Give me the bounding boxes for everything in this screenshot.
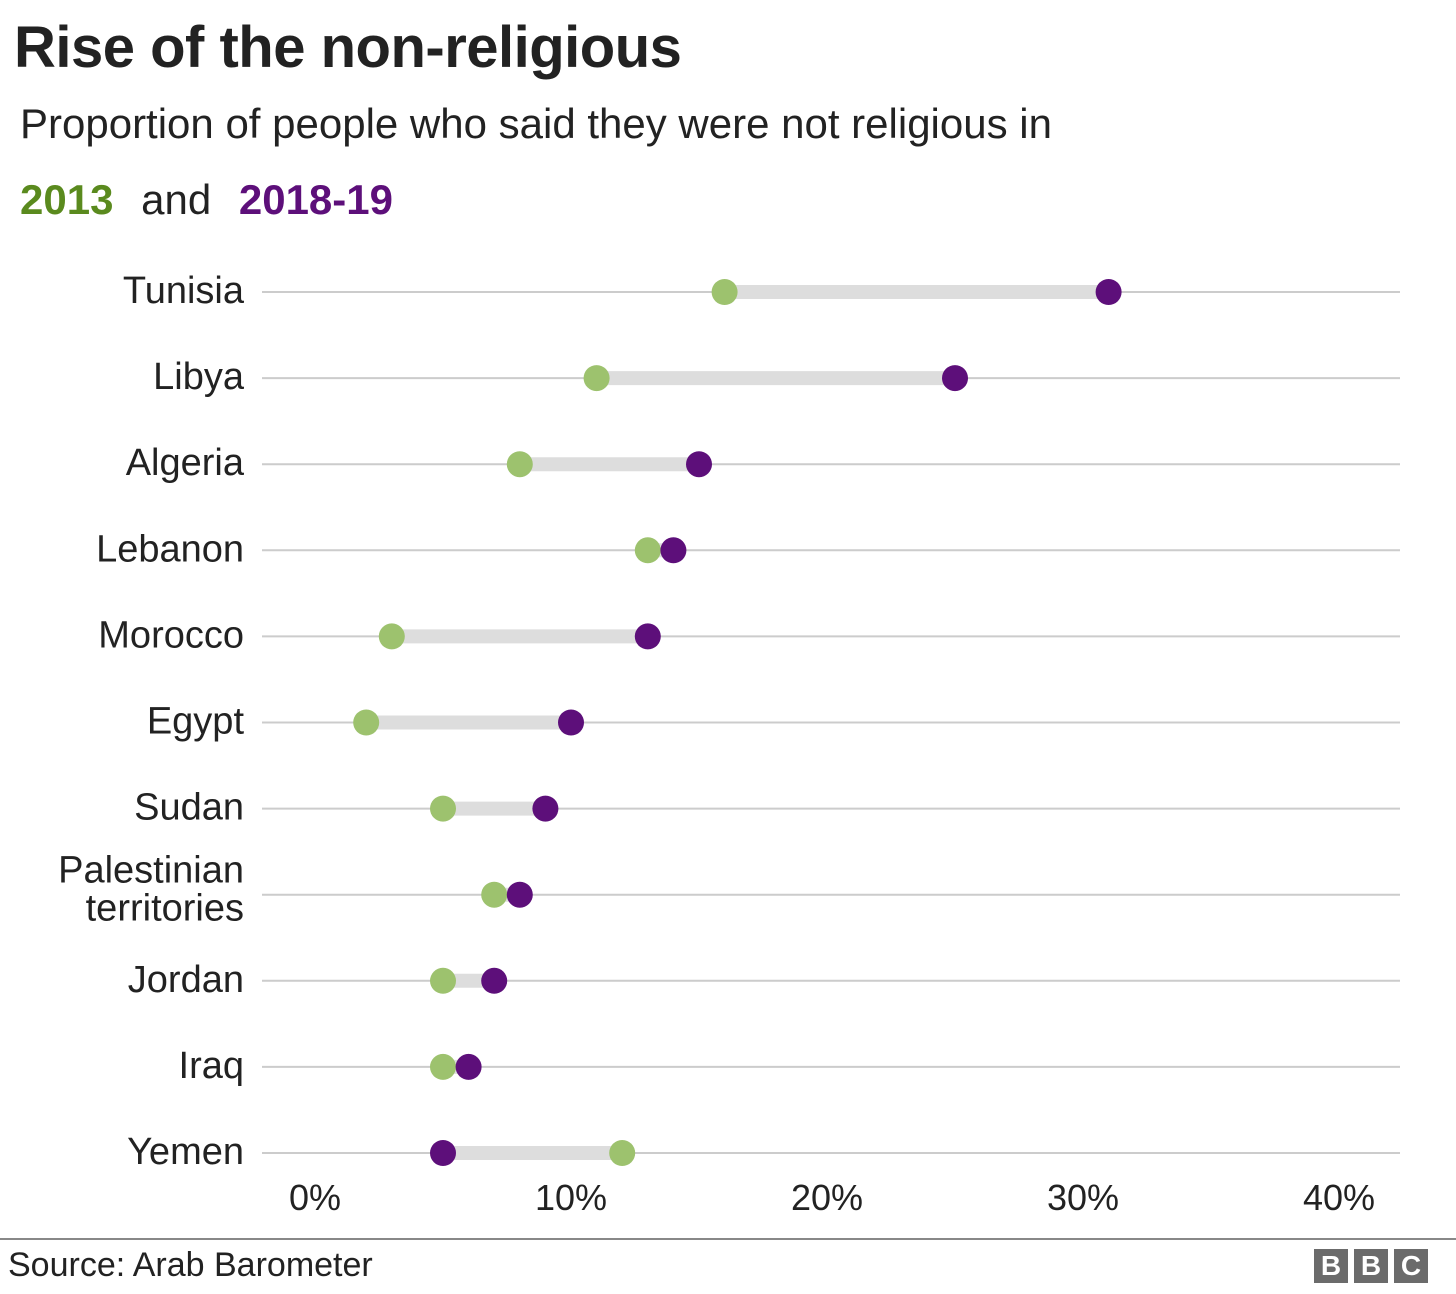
bbc-logo-block-c: C <box>1394 1249 1428 1283</box>
category-label-jordan: Jordan <box>128 959 244 1001</box>
dot-2013-algeria <box>506 451 533 478</box>
bbc-logo: B B C <box>1314 1249 1428 1283</box>
dot-2018-19-palestinian-territories <box>506 881 533 908</box>
category-label-algeria: Algeria <box>126 442 245 484</box>
dot-2013-lebanon <box>634 537 661 564</box>
dot-2013-libya <box>583 365 610 392</box>
dot-2018-19-morocco <box>634 623 661 650</box>
category-label-iraq: Iraq <box>179 1045 244 1087</box>
x-tick-label: 20% <box>791 1177 863 1218</box>
legend-item-2013: 2013 <box>20 176 114 223</box>
x-tick-label: 0% <box>289 1177 341 1218</box>
x-tick-label: 40% <box>1303 1177 1375 1218</box>
footer-divider <box>0 1238 1456 1240</box>
category-label-libya: Libya <box>153 356 245 398</box>
category-label-yemen: Yemen <box>127 1131 244 1173</box>
category-label-tunisia: Tunisia <box>123 270 245 312</box>
category-label-lebanon: Lebanon <box>96 528 244 570</box>
dot-2018-19-iraq <box>455 1053 482 1080</box>
x-tick-label: 30% <box>1047 1177 1119 1218</box>
dot-2018-19-jordan <box>481 967 508 994</box>
dot-2018-19-yemen <box>430 1140 456 1166</box>
bbc-logo-block-b1: B <box>1314 1249 1348 1283</box>
category-label-egypt: Egypt <box>147 701 245 743</box>
category-label-palestinian-territories: Palestinian territories <box>58 850 244 930</box>
legend: 2013 and 2018-19 <box>20 176 409 224</box>
dot-2013-iraq <box>430 1053 456 1080</box>
dot-2013-jordan <box>430 967 456 994</box>
dot-2013-tunisia <box>711 279 738 305</box>
category-label-morocco: Morocco <box>98 614 244 656</box>
dot-2018-19-lebanon <box>660 537 687 564</box>
bbc-logo-block-b2: B <box>1354 1249 1388 1283</box>
dot-2013-morocco <box>378 623 405 650</box>
dot-2018-19-algeria <box>686 451 712 478</box>
legend-and-text: and <box>141 176 212 223</box>
source-note: Source: Arab Barometer <box>8 1246 373 1284</box>
dot-2018-19-libya <box>942 365 968 392</box>
dumbbell-chart: Tunisia Libya Algeria Lebanon Morocco Egypt Su… <box>58 270 1400 1218</box>
chart-title: Rise of the non-religious <box>14 15 682 80</box>
legend-item-2018-19: 2018-19 <box>238 176 393 223</box>
dot-2013-egypt <box>353 709 380 736</box>
category-label-sudan: Sudan <box>134 787 244 829</box>
dot-2013-sudan <box>430 795 456 822</box>
chart-subtitle: Proportion of people who said they were … <box>20 100 1052 147</box>
dot-2018-19-tunisia <box>1095 279 1122 305</box>
dot-2018-19-egypt <box>558 709 584 736</box>
dot-2013-yemen <box>609 1140 636 1166</box>
x-tick-label: 10% <box>535 1177 607 1218</box>
dot-2018-19-sudan <box>532 795 559 822</box>
dot-2013-palestinian-territories <box>481 881 508 908</box>
